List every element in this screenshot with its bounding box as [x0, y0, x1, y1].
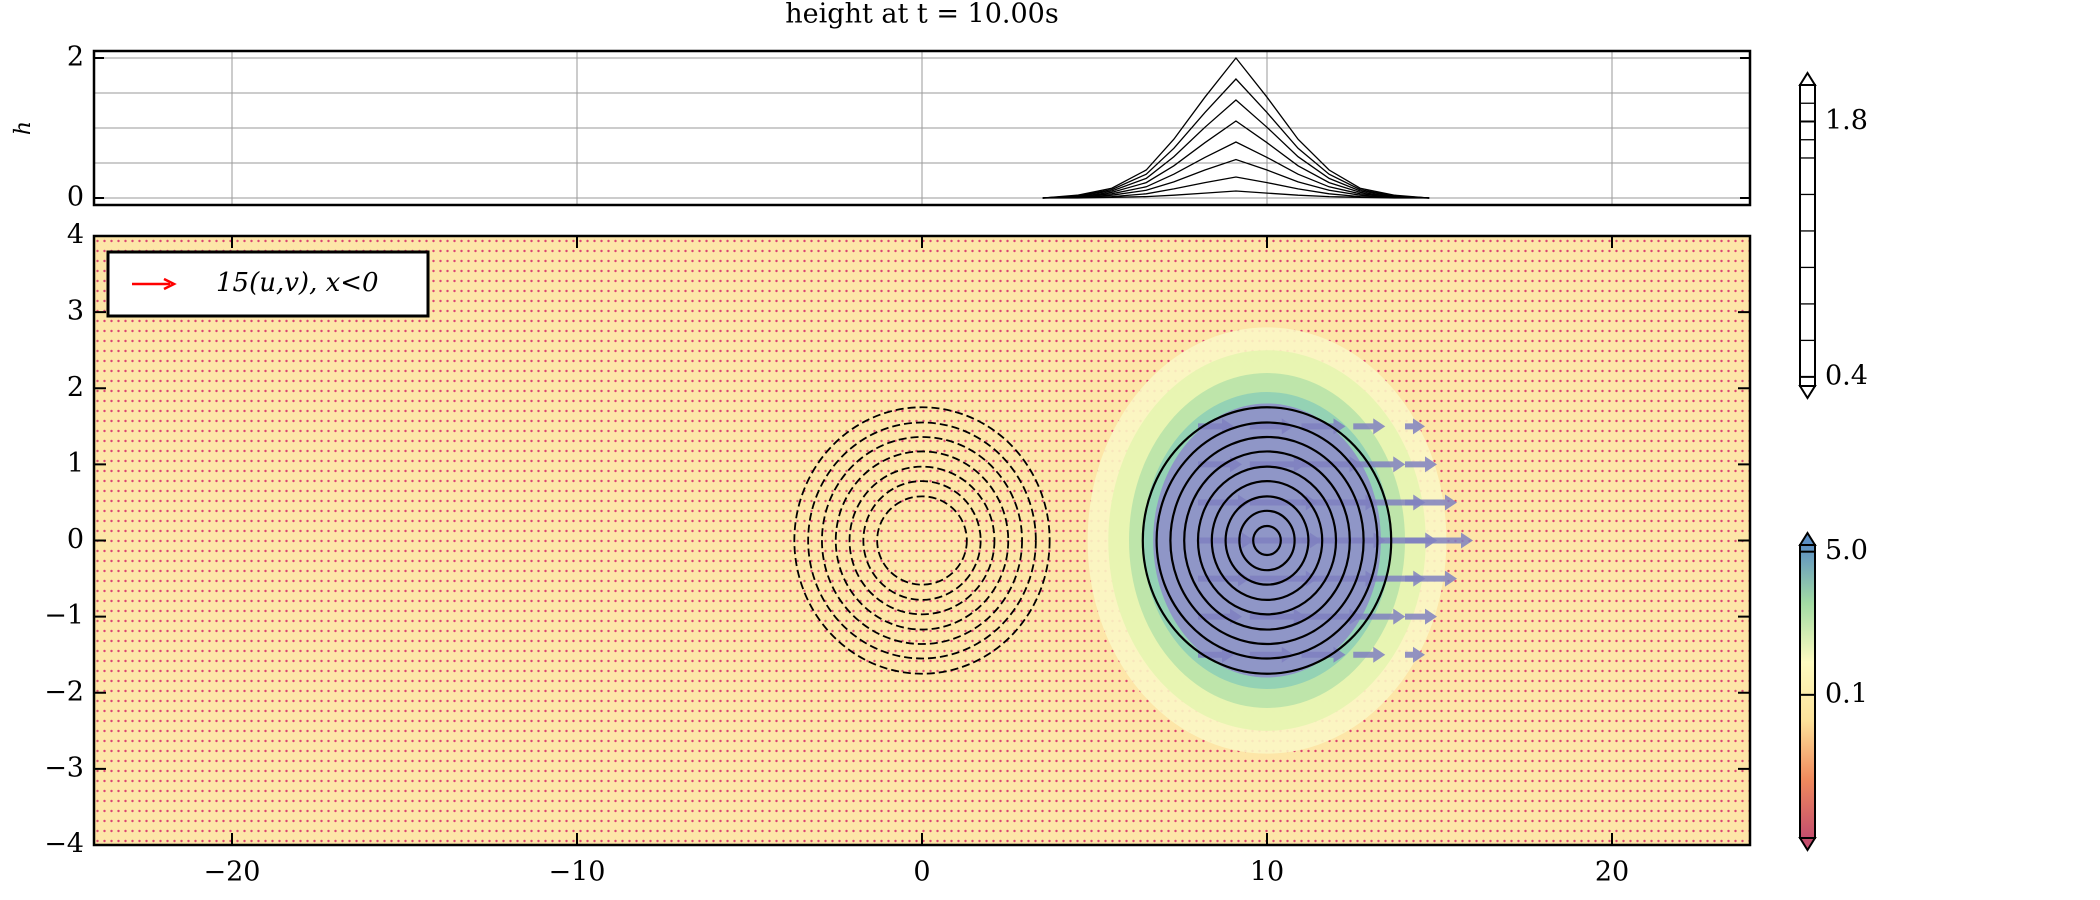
height-line: [1042, 176, 1430, 199]
height-line: [1042, 158, 1430, 199]
vector-arrow: [1405, 646, 1425, 663]
y-tick-label: −3: [44, 752, 84, 783]
contour-line: [1238, 509, 1296, 572]
vector-arrow: [1249, 570, 1318, 587]
colorbar-extend: [1798, 837, 1817, 852]
height-line: [1042, 190, 1430, 199]
colorbar-tick-label: 1.8: [1825, 105, 1868, 136]
colorbar-extend: [1798, 385, 1817, 400]
y-axis-label: h: [11, 121, 36, 135]
vector-arrow: [1405, 456, 1437, 473]
vector-arrow: [1405, 608, 1437, 625]
height-line: [1042, 99, 1430, 199]
vector-arrow: [1249, 494, 1318, 511]
y-tick-label: 2: [67, 42, 84, 73]
vector-arrow: [1353, 494, 1426, 511]
height-line: [1042, 120, 1430, 199]
vector-markers: [94, 236, 1750, 845]
vector-arrow: [1353, 532, 1438, 549]
vector-arrow: [1301, 494, 1378, 511]
contour-line: [821, 436, 1023, 645]
y-tick-label: −2: [44, 676, 84, 707]
contour-line: [848, 465, 996, 616]
y-tick-label: −4: [44, 829, 84, 860]
vector-arrow: [1249, 646, 1294, 663]
x-tick-label: 10: [1250, 857, 1284, 888]
contour-line: [1224, 495, 1310, 586]
y-tick-label: 0: [67, 182, 84, 213]
vector-arrow: [1301, 570, 1378, 587]
x-tick-label: −20: [204, 857, 261, 888]
colorbar-tick-label: 0.1: [1825, 678, 1868, 709]
vector-arrow: [1249, 608, 1306, 625]
vector-arrow: [1353, 646, 1386, 663]
contour-line: [834, 450, 1010, 631]
chart-title: height at t = 10.00s: [785, 0, 1058, 30]
colorbar-tick-label: 5.0: [1825, 535, 1868, 566]
x-tick-label: 0: [913, 857, 930, 888]
vector-arrow: [1353, 570, 1426, 587]
vector-arrow: [1405, 418, 1425, 435]
height-line: [1042, 56, 1430, 199]
legend-label: 15(u,v), x<0: [216, 268, 379, 298]
vector-arrow: [1353, 456, 1406, 473]
x-tick-label: −10: [549, 857, 606, 888]
legend-swatch: [163, 277, 177, 291]
vector-arrow: [1249, 456, 1306, 473]
contour-line: [1169, 435, 1365, 646]
contour-line: [807, 421, 1037, 660]
y-tick-label: −1: [44, 600, 84, 631]
y-tick-label: 3: [67, 296, 84, 327]
colorbar: [1799, 544, 1816, 839]
plot-frame: [92, 234, 1752, 847]
vector-arrow: [1301, 646, 1346, 663]
plot-frame: [92, 49, 1752, 207]
height-line: [1042, 141, 1430, 199]
colorbar-extend: [1798, 531, 1817, 546]
contour-line: [793, 406, 1051, 675]
vector-arrow: [1405, 532, 1473, 549]
contour-line: [876, 495, 968, 586]
vector-arrow: [1353, 418, 1386, 435]
vector-arrow: [1249, 418, 1294, 435]
vector-arrow: [1353, 608, 1406, 625]
vector-arrow: [1249, 532, 1322, 549]
x-tick-label: 20: [1595, 857, 1629, 888]
vector-arrow: [1405, 494, 1457, 511]
contour-line: [1141, 406, 1393, 675]
vector-arrow: [1405, 570, 1457, 587]
y-tick-label: 2: [67, 372, 84, 403]
contour-line: [1210, 480, 1324, 601]
colorbar-extend: [1798, 71, 1817, 86]
contour-line: [862, 480, 982, 601]
contour-line: [1196, 465, 1338, 616]
y-tick-label: 0: [67, 524, 84, 555]
contour-line: [1155, 421, 1379, 660]
y-tick-label: 1: [67, 448, 84, 479]
height-line: [1042, 78, 1430, 199]
vector-arrow: [1301, 532, 1386, 549]
contour-line: [1183, 450, 1351, 631]
vector-arrow: [1301, 418, 1346, 435]
contour-line: [1252, 524, 1282, 557]
y-tick-label: 4: [67, 220, 84, 251]
colorbar-tick-label: 0.4: [1825, 360, 1868, 391]
